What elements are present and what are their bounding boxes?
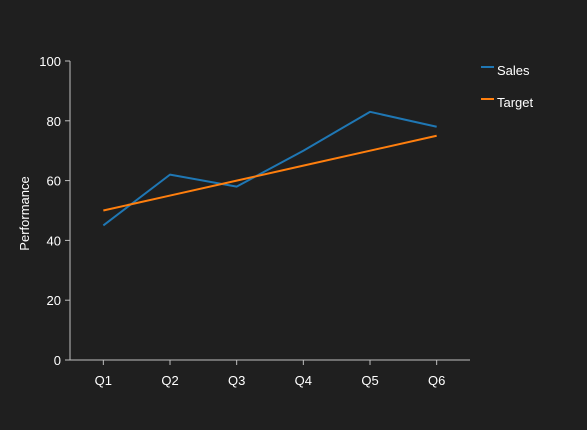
y-tick-label: 40 xyxy=(47,233,61,248)
series-line-sales xyxy=(102,110,437,227)
axes: 0 20 40 60 80 100 Q1 Q2 Q3 Q4 Q5 Q6 xyxy=(39,54,470,388)
y-tick-label: 80 xyxy=(47,114,61,129)
x-tick-label: Q6 xyxy=(428,373,445,388)
y-tick-label: 0 xyxy=(54,353,61,368)
series-line-target xyxy=(103,134,437,212)
x-tick-label: Q1 xyxy=(95,373,112,388)
legend-label-sales: Sales xyxy=(497,63,530,78)
y-ticks: 0 20 40 60 80 100 xyxy=(39,54,70,368)
x-tick-label: Q2 xyxy=(161,373,178,388)
x-tick-label: Q5 xyxy=(361,373,378,388)
legend-label-target: Target xyxy=(497,95,534,110)
series-group xyxy=(102,110,437,227)
x-tick-label: Q3 xyxy=(228,373,245,388)
y-tick-label: 100 xyxy=(39,54,61,69)
y-tick-label: 60 xyxy=(47,174,61,189)
x-ticks: Q1 Q2 Q3 Q4 Q5 Q6 xyxy=(95,360,445,388)
legend: Sales Target xyxy=(481,63,534,110)
y-tick-label: 20 xyxy=(47,293,61,308)
x-tick-label: Q4 xyxy=(295,373,312,388)
y-axis-title: Performance xyxy=(17,176,32,250)
